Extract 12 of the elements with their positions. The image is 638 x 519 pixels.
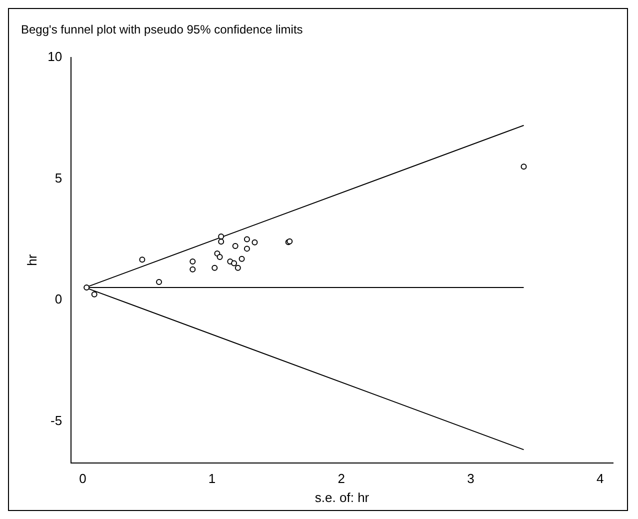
y-tick-label: -5 — [50, 413, 62, 428]
x-tick-label: 0 — [79, 471, 86, 486]
chart-title: Begg's funnel plot with pseudo 95% confidence limits — [21, 22, 303, 37]
y-tick-label: 0 — [54, 292, 62, 307]
x-tick-label: 2 — [338, 471, 345, 486]
x-tick-label: 1 — [208, 471, 216, 486]
y-tick-label: 10 — [48, 48, 62, 64]
y-axis-title: hr — [24, 254, 40, 266]
x-tick-label: 3 — [467, 471, 474, 486]
x-axis-title: s.e. of: hr — [314, 490, 370, 505]
y-tick-label: 5 — [54, 170, 62, 186]
x-tick-label: 4 — [596, 471, 604, 486]
